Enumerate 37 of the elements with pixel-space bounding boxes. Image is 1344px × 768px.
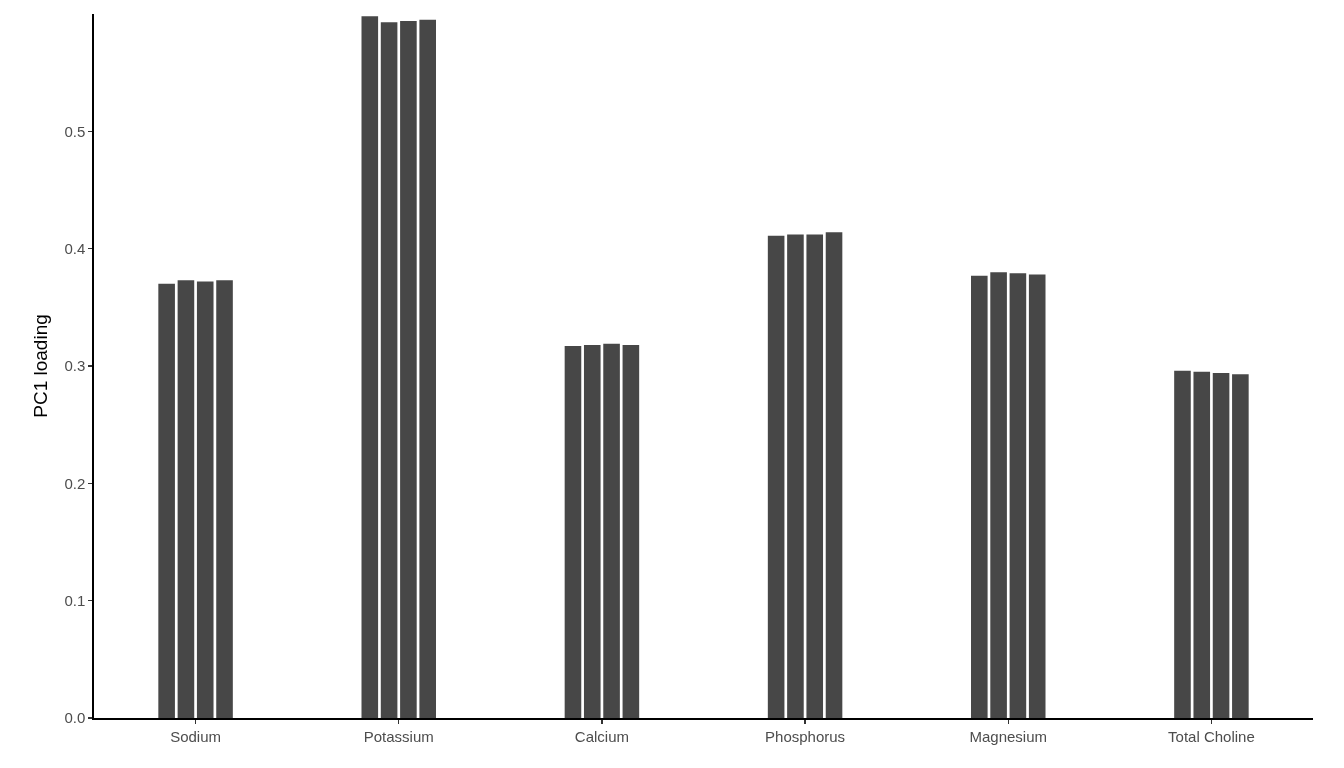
- bar: [361, 16, 379, 718]
- x-tick-label: Total Choline: [1168, 727, 1255, 745]
- bar: [787, 234, 804, 718]
- y-tick-label: 0.4: [64, 239, 86, 257]
- bar: [806, 234, 824, 718]
- bar: [158, 283, 175, 718]
- bar: [1193, 371, 1211, 718]
- bar: [380, 22, 398, 718]
- bar: [196, 281, 214, 718]
- x-tick-label: Phosphorus: [765, 727, 846, 745]
- y-tick-label: 0.0: [64, 709, 86, 727]
- bar: [400, 21, 417, 718]
- bar: [971, 275, 988, 718]
- bar: [767, 235, 785, 718]
- bar: [825, 232, 843, 718]
- y-tick-label: 0.2: [64, 474, 86, 492]
- bar: [1174, 370, 1191, 718]
- bar: [622, 344, 640, 718]
- bar: [1212, 373, 1230, 718]
- y-tick-label: 0.3: [64, 357, 86, 375]
- y-tick-label: 0.1: [64, 591, 86, 609]
- bar: [564, 346, 582, 718]
- x-tick-label: Potassium: [363, 727, 434, 745]
- y-axis-title: PC1 loading: [29, 314, 51, 418]
- bar: [990, 272, 1007, 718]
- bar: [1009, 273, 1027, 718]
- bar: [177, 280, 195, 718]
- bar: [583, 344, 601, 718]
- bar: [419, 19, 436, 718]
- x-tick-label: Sodium: [170, 727, 222, 745]
- x-tick-label: Magnesium: [969, 727, 1048, 745]
- bar: [1028, 274, 1046, 718]
- y-tick-label: 0.5: [64, 122, 86, 140]
- bar: [603, 343, 620, 718]
- bar: [216, 280, 233, 718]
- bar: [1232, 374, 1249, 718]
- x-tick-label: Calcium: [574, 727, 630, 745]
